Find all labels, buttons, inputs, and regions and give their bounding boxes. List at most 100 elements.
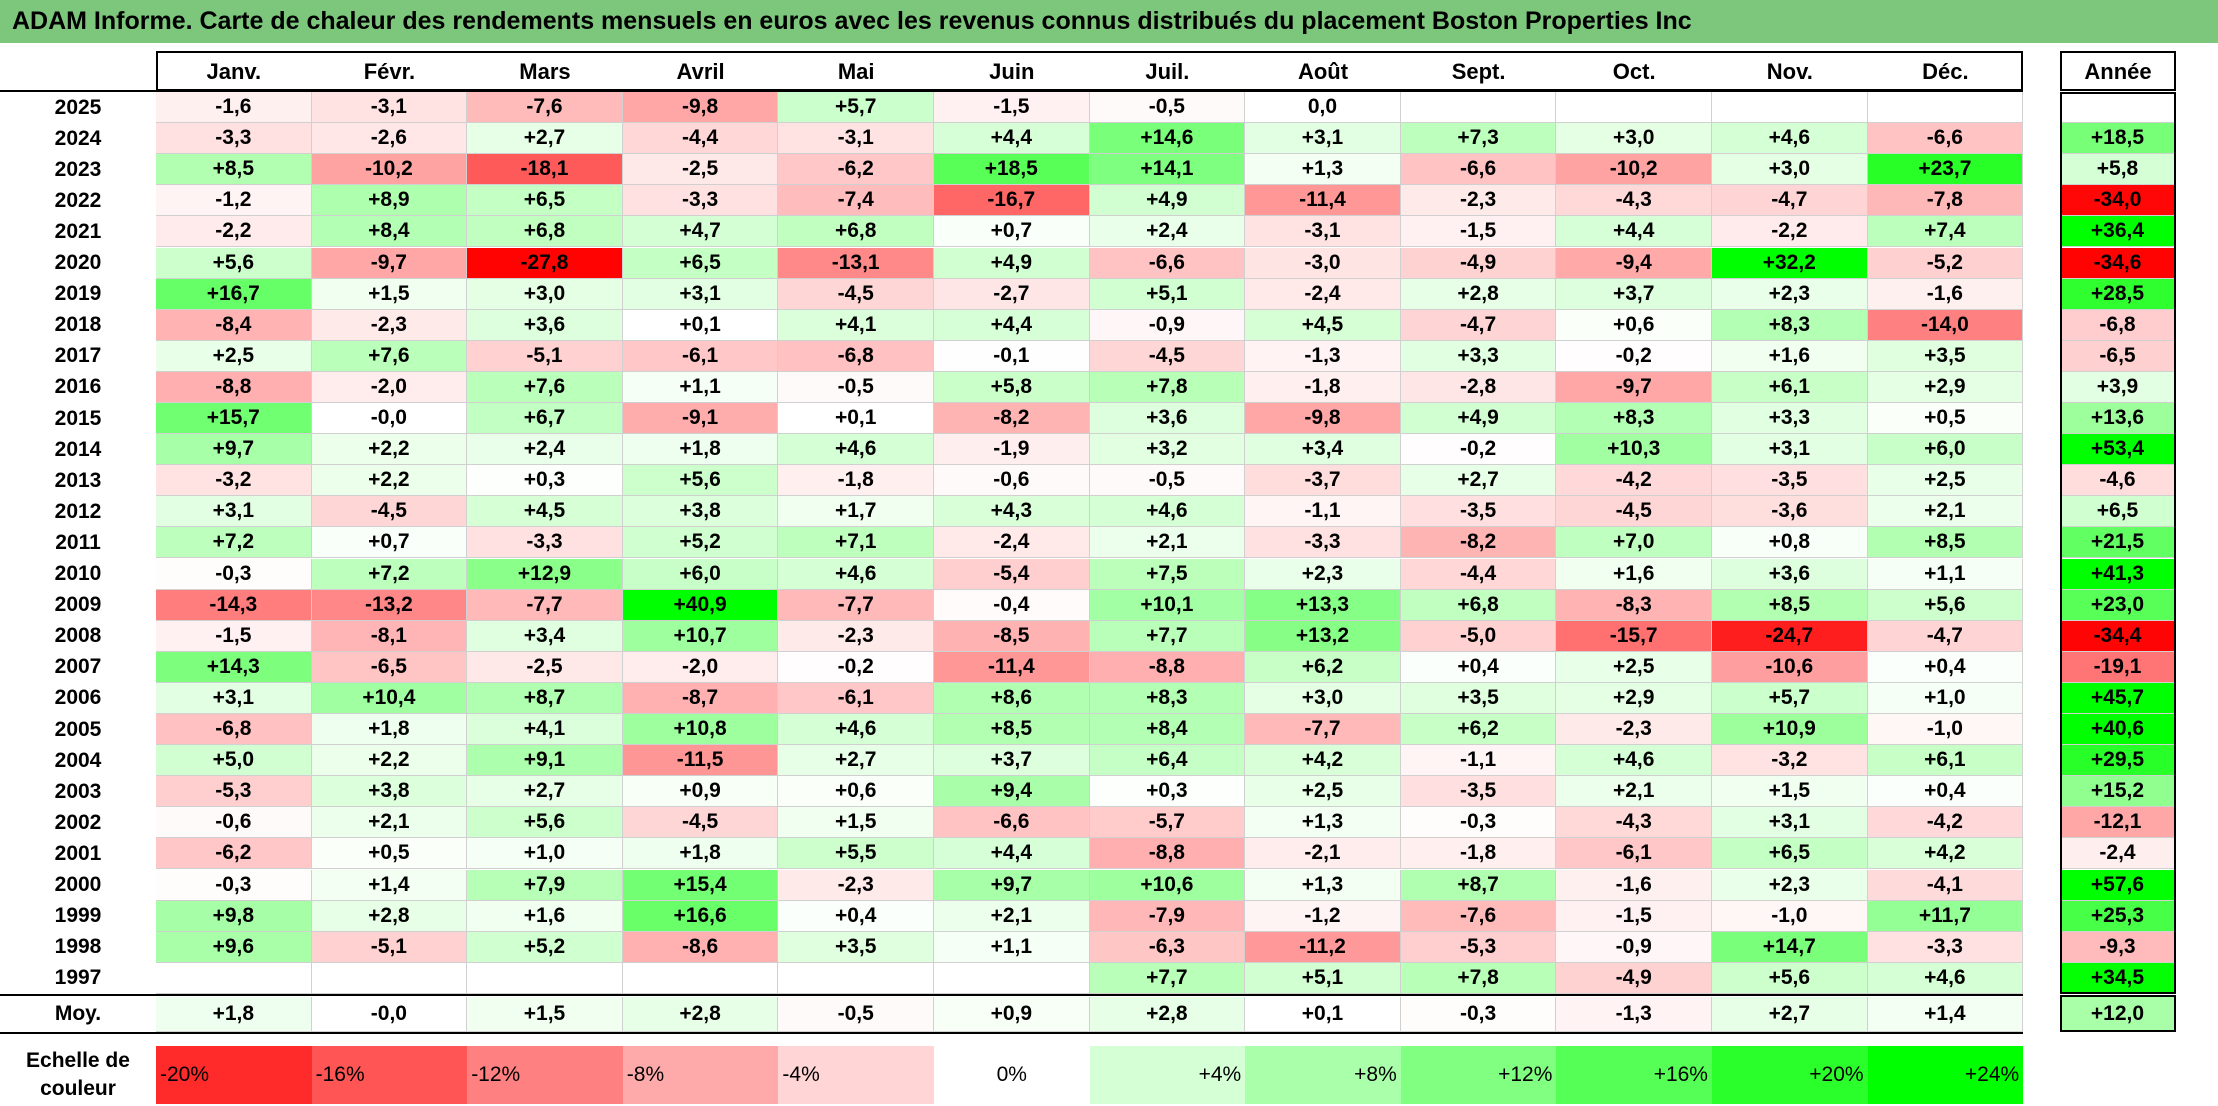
annual-cell: +15,2 (2060, 776, 2176, 808)
heat-cell: -3,5 (1400, 776, 1557, 808)
average-cell: -0,3 (1400, 996, 1557, 1032)
heat-cell: -13,2 (311, 589, 468, 621)
annual-cell: +36,4 (2060, 216, 2176, 248)
heat-cell: +6,0 (622, 558, 779, 590)
heat-cell: +0,7 (311, 527, 468, 559)
heat-cell: +0,6 (1556, 309, 1712, 341)
color-scale-swatch: -12% (467, 1046, 623, 1104)
color-scale-swatch: 0% (934, 1046, 1090, 1104)
heat-cell: -6,5 (311, 651, 468, 683)
heat-cell: -3,3 (1245, 527, 1401, 559)
heat-cell: -5,2 (1867, 247, 2024, 279)
heat-cell: +5,6 (622, 465, 779, 497)
heat-cell: +3,4 (1245, 434, 1401, 466)
year-label: 2019 (54, 282, 102, 306)
heat-cell: +0,3 (467, 465, 623, 497)
average-bottom-line (0, 1031, 2024, 1034)
heat-cell: -0,9 (1089, 309, 1246, 341)
heat-cell: +13,2 (1245, 620, 1401, 652)
heat-cell: +0,7 (934, 216, 1090, 248)
heat-cell: -5,0 (1400, 620, 1557, 652)
annual-cell: -34,0 (2060, 185, 2176, 217)
heat-cell: +3,8 (311, 776, 468, 808)
heat-cell: -4,5 (311, 496, 468, 528)
heat-cell: -1,8 (1245, 371, 1401, 403)
heat-cell: -2,1 (1245, 838, 1401, 870)
heat-cell: -7,7 (467, 589, 623, 621)
heat-cell: -8,1 (311, 620, 468, 652)
heat-cell: -7,6 (1400, 900, 1557, 932)
heat-cell: -3,3 (1867, 931, 2024, 963)
heat-cell: +13,3 (1245, 589, 1401, 621)
heat-cell: +7,8 (1400, 962, 1557, 994)
heat-cell: +6,2 (1400, 714, 1557, 746)
year-label: 2008 (54, 624, 102, 648)
heat-cell: +6,5 (622, 247, 779, 279)
heat-cell: +2,9 (1867, 371, 2024, 403)
heat-cell: -0,6 (934, 465, 1090, 497)
heat-cell: +2,2 (311, 465, 468, 497)
heat-cell: -9,4 (1556, 247, 1712, 279)
heat-cell: +9,4 (934, 776, 1090, 808)
heat-cell: +2,1 (1867, 496, 2024, 528)
heat-cell: +6,2 (1245, 651, 1401, 683)
annual-cell: +57,6 (2060, 869, 2176, 901)
year-label: 2014 (54, 437, 102, 461)
heat-cell: +3,0 (1712, 154, 1868, 186)
heat-cell: +4,6 (1556, 745, 1712, 777)
heat-cell: +4,6 (1712, 123, 1868, 155)
heat-cell: -1,5 (156, 620, 312, 652)
heat-cell: -0,5 (778, 371, 934, 403)
heat-cell: +1,0 (1867, 682, 2024, 714)
heat-cell: +3,1 (1245, 123, 1401, 155)
average-cell: +2,7 (1712, 996, 1868, 1032)
average-cell: +2,8 (622, 996, 779, 1032)
heat-cell: +9,6 (156, 931, 312, 963)
heat-cell: +8,3 (1712, 309, 1868, 341)
heat-cell: -0,2 (1400, 434, 1557, 466)
heat-cell: -4,9 (1400, 247, 1557, 279)
heat-cell: +4,6 (778, 714, 934, 746)
month-header: Mai (837, 59, 875, 84)
heat-cell: -1,8 (778, 465, 934, 497)
heat-cell: -1,1 (1245, 496, 1401, 528)
heat-cell: +0,6 (778, 776, 934, 808)
heat-cell (1867, 92, 2024, 124)
heat-cell: +3,6 (1089, 403, 1246, 435)
heat-cell: -1,8 (1400, 838, 1557, 870)
heat-cell: +0,1 (622, 309, 779, 341)
heat-cell: -6,8 (156, 714, 312, 746)
heat-cell: -7,6 (467, 92, 623, 124)
color-scale-label: Echelle de couleur (0, 1046, 156, 1104)
heat-cell: +8,5 (1712, 589, 1868, 621)
heat-cell: +2,8 (311, 900, 468, 932)
heat-cell: -7,8 (1867, 185, 2024, 217)
year-label: 2015 (54, 406, 102, 430)
heat-cell: +5,1 (1245, 962, 1401, 994)
heat-cell: -2,3 (1400, 185, 1557, 217)
heat-cell: -1,6 (1867, 278, 2024, 310)
heat-cell: +0,1 (778, 403, 934, 435)
heat-cell: +4,2 (1245, 745, 1401, 777)
year-label: 2012 (54, 499, 102, 523)
heat-cell: +7,9 (467, 869, 623, 901)
year-label: 2010 (54, 562, 102, 586)
heat-cell: -10,2 (1556, 154, 1712, 186)
year-label: 2006 (54, 686, 102, 710)
heat-cell: -9,7 (311, 247, 468, 279)
heat-cell: -15,7 (1556, 620, 1712, 652)
heat-cell (622, 962, 779, 994)
heat-cell: +5,8 (934, 371, 1090, 403)
heat-cell: +0,5 (1867, 403, 2024, 435)
heat-cell: +1,6 (1712, 340, 1868, 372)
annual-header: Année (2084, 59, 2152, 84)
year-label: 2004 (54, 748, 102, 772)
heat-cell: -0,2 (778, 651, 934, 683)
heat-cell: -2,8 (1400, 371, 1557, 403)
heat-cell: +2,4 (467, 434, 623, 466)
heat-cell: +1,8 (311, 714, 468, 746)
heat-cell: -2,7 (934, 278, 1090, 310)
heat-cell: -0,3 (1400, 807, 1557, 839)
heat-cell: +10,9 (1712, 714, 1868, 746)
heat-cell: +8,6 (934, 682, 1090, 714)
